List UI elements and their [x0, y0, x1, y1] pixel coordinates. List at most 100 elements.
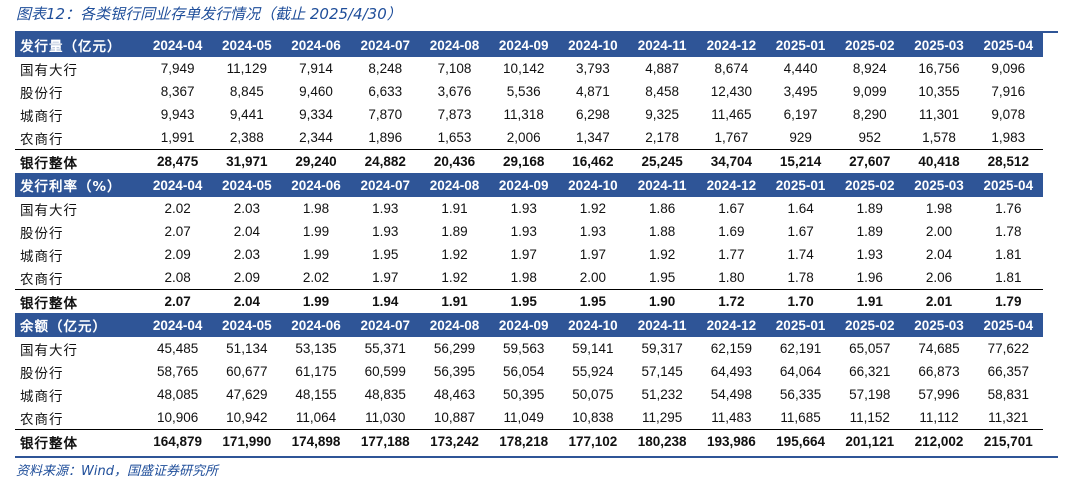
table-cell: 2.09 [233, 270, 260, 285]
table-cell: 173,242 [419, 429, 490, 453]
column-header: 2024-06 [281, 313, 351, 337]
table-cell: 1.94 [350, 289, 420, 313]
column-header: 2024-04 [143, 173, 213, 197]
column-header: 2024-11 [627, 173, 697, 197]
table-cell: 1.93 [372, 224, 399, 239]
table-cell: 56,054 [503, 364, 545, 379]
table-cell: 47,629 [226, 387, 268, 402]
table-cell: 50,075 [572, 387, 614, 402]
table-cell: 1,983 [991, 130, 1026, 145]
row-label: 国有大行 [20, 62, 78, 79]
table-cell: 1.89 [441, 224, 468, 239]
table-cell: 2,178 [645, 130, 680, 145]
table-cell: 50,395 [503, 387, 545, 402]
column-header: 2024-12 [696, 313, 766, 337]
table-cell: 40,418 [904, 149, 974, 173]
row-label: 城商行 [20, 388, 64, 405]
table-cell: 57,145 [641, 364, 683, 379]
column-header: 2024-10 [558, 313, 628, 337]
table-cell: 1,653 [437, 130, 472, 145]
column-header: 2025-04 [973, 173, 1043, 197]
table-cell: 2,344 [299, 130, 333, 145]
column-header: 2024-04 [143, 313, 213, 337]
table-cell: 62,191 [779, 341, 822, 356]
table-cell: 5,536 [506, 84, 541, 99]
row-label: 城商行 [20, 248, 64, 265]
table-row: 城商行 48,085 47,629 48,155 48,835 48,463 50,395 5… [15, 383, 1043, 406]
table-cell: 1.91 [419, 289, 490, 313]
table-cell: 1.81 [995, 247, 1022, 262]
table-cell: 1.79 [973, 289, 1043, 313]
table-cell: 11,685 [780, 410, 821, 425]
table-cell: 177,102 [558, 429, 628, 453]
table-cell: 193,986 [696, 429, 766, 453]
table-cell: 48,835 [364, 387, 406, 402]
table-cell: 1.78 [787, 270, 814, 285]
total-row: 银行整体 28,475 31,971 29,240 24,882 20,436 29,168… [15, 149, 1043, 173]
table-cell: 1.93 [510, 224, 537, 239]
table-cell: 11,301 [918, 107, 960, 122]
table-cell: 20,436 [419, 149, 490, 173]
table-cell: 51,232 [641, 387, 683, 402]
table-cell: 57,198 [849, 387, 891, 402]
table-cell: 2.02 [302, 270, 330, 285]
table-cell: 25,245 [627, 149, 697, 173]
table-cell: 1.97 [510, 247, 537, 262]
table-cell: 66,357 [987, 364, 1029, 379]
column-header: 2024-05 [212, 173, 282, 197]
table-cell: 1.72 [696, 289, 766, 313]
table-cell: 15,214 [765, 149, 836, 173]
table-cell: 66,321 [849, 364, 891, 379]
table-cell: 1.89 [856, 224, 883, 239]
table-cell: 66,873 [918, 364, 960, 379]
table-cell: 6,197 [783, 107, 818, 122]
table-cell: 8,248 [368, 61, 403, 76]
table-cell: 1.93 [579, 224, 607, 239]
section-header-row: 余额（亿元） 2024-04 2024-05 2024-06 2024-07 2024-0… [15, 313, 1043, 337]
table-row: 城商行 2.09 2.03 1.99 1.95 1.92 1.97 1.97 1.92 1.77 1… [15, 243, 1043, 266]
table-cell: 11,321 [988, 410, 1029, 425]
table-cell: 2.07 [164, 224, 191, 239]
table-cell: 11,112 [919, 410, 959, 425]
table-cell: 48,155 [295, 387, 337, 402]
table-cell: 57,996 [918, 387, 960, 402]
table-cell: 60,599 [364, 364, 406, 379]
table-cell: 77,622 [987, 341, 1029, 356]
table-cell: 55,924 [572, 364, 614, 379]
table-cell: 7,873 [437, 107, 472, 122]
table-cell: 2.02 [164, 201, 191, 216]
section-title: 余额（亿元） [15, 313, 143, 337]
table-cell: 7,870 [368, 107, 403, 122]
table-cell: 195,664 [765, 429, 836, 453]
column-header: 2025-04 [973, 313, 1043, 337]
table-cell: 34,704 [696, 149, 766, 173]
table-cell: 1.80 [718, 270, 745, 285]
table-cell: 212,002 [904, 429, 974, 453]
column-header: 2024-10 [558, 173, 628, 197]
table-cell: 1.99 [302, 224, 330, 239]
bottom-divider [15, 456, 1058, 458]
table-cell: 8,367 [160, 84, 195, 99]
table-cell: 9,441 [229, 107, 264, 122]
table-cell: 1,347 [576, 130, 610, 145]
column-header: 2025-02 [835, 173, 905, 197]
table-cell: 2,388 [229, 130, 264, 145]
table-cell: 215,701 [973, 429, 1043, 453]
column-header: 2024-12 [696, 33, 766, 57]
column-header: 2025-02 [835, 313, 905, 337]
table-cell: 56,395 [433, 364, 476, 379]
figure-title: 图表12：各类银行同业存单发行情况（截止 2025/4/30） [16, 5, 402, 23]
table-row: 农商行 2.08 2.09 2.02 1.97 1.92 1.98 2.00 1.95 1.80 1… [15, 266, 1043, 290]
table-cell: 9,460 [299, 84, 333, 99]
table-cell: 7,108 [437, 61, 472, 76]
column-header: 2025-01 [765, 313, 836, 337]
column-header: 2024-07 [350, 33, 420, 57]
column-header: 2025-01 [765, 33, 836, 57]
table-cell: 1.92 [579, 201, 607, 216]
table-cell: 8,845 [229, 84, 264, 99]
row-label: 农商行 [20, 131, 64, 148]
table-cell: 1.78 [995, 224, 1022, 239]
table-cell: 2.09 [164, 247, 191, 262]
table-cell: 1.95 [372, 247, 399, 262]
table-cell: 54,498 [710, 387, 752, 402]
